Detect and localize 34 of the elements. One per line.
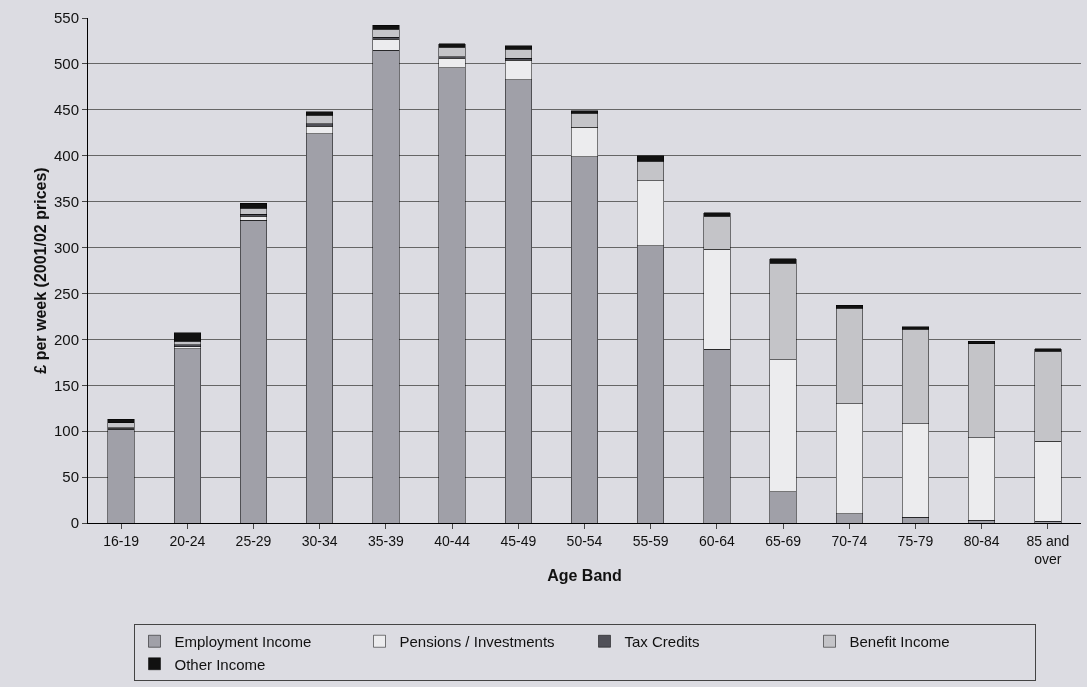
y-tick-label: 250 bbox=[53, 284, 79, 302]
x-tick-label: 75-79 bbox=[897, 532, 934, 549]
x-tick-label: 50-54 bbox=[566, 532, 603, 549]
y-tick-label: 200 bbox=[53, 330, 79, 348]
y-tick-label: 400 bbox=[53, 146, 79, 164]
x-tick-label: 80-84 bbox=[963, 532, 1000, 549]
legend-label: Tax Credits bbox=[624, 633, 700, 651]
x-tick-label: 16-19 bbox=[103, 532, 140, 549]
x-tick-label: 70-74 bbox=[831, 532, 868, 549]
x-tick-label: 55-59 bbox=[632, 532, 669, 549]
y-tick-label: 150 bbox=[53, 376, 79, 394]
y-tick-label: 0 bbox=[70, 514, 79, 532]
x-tick-label: 30-34 bbox=[301, 532, 338, 549]
y-tick-label: 450 bbox=[53, 101, 79, 119]
x-tick-label: 65-69 bbox=[765, 532, 802, 549]
y-tick-label: 550 bbox=[53, 9, 79, 27]
x-axis-title: Age Band bbox=[547, 567, 622, 584]
y-axis-title: £ per week (2001/02 prices) bbox=[32, 167, 49, 374]
y-tick-label: 100 bbox=[53, 422, 79, 440]
y-tick-label: 500 bbox=[53, 55, 79, 73]
y-tick-label: 300 bbox=[53, 238, 79, 256]
x-tick-label: 45-49 bbox=[500, 532, 537, 549]
x-tick-label: 35-39 bbox=[367, 532, 405, 549]
legend-label: Other Income bbox=[174, 655, 266, 673]
legend-label: Employment Income bbox=[174, 633, 312, 651]
legend-label: Pensions / Investments bbox=[399, 633, 555, 651]
x-tick-label: 85 and over bbox=[1026, 532, 1070, 567]
y-tick-label: 350 bbox=[53, 192, 79, 210]
x-tick-label: 20-24 bbox=[169, 532, 206, 549]
x-tick-label: 40-44 bbox=[434, 532, 471, 549]
legend-label: Benefit Income bbox=[849, 633, 950, 651]
y-tick-label: 50 bbox=[62, 468, 79, 486]
x-tick-label: 25-29 bbox=[235, 532, 272, 549]
x-tick-label: 60-64 bbox=[698, 532, 736, 549]
